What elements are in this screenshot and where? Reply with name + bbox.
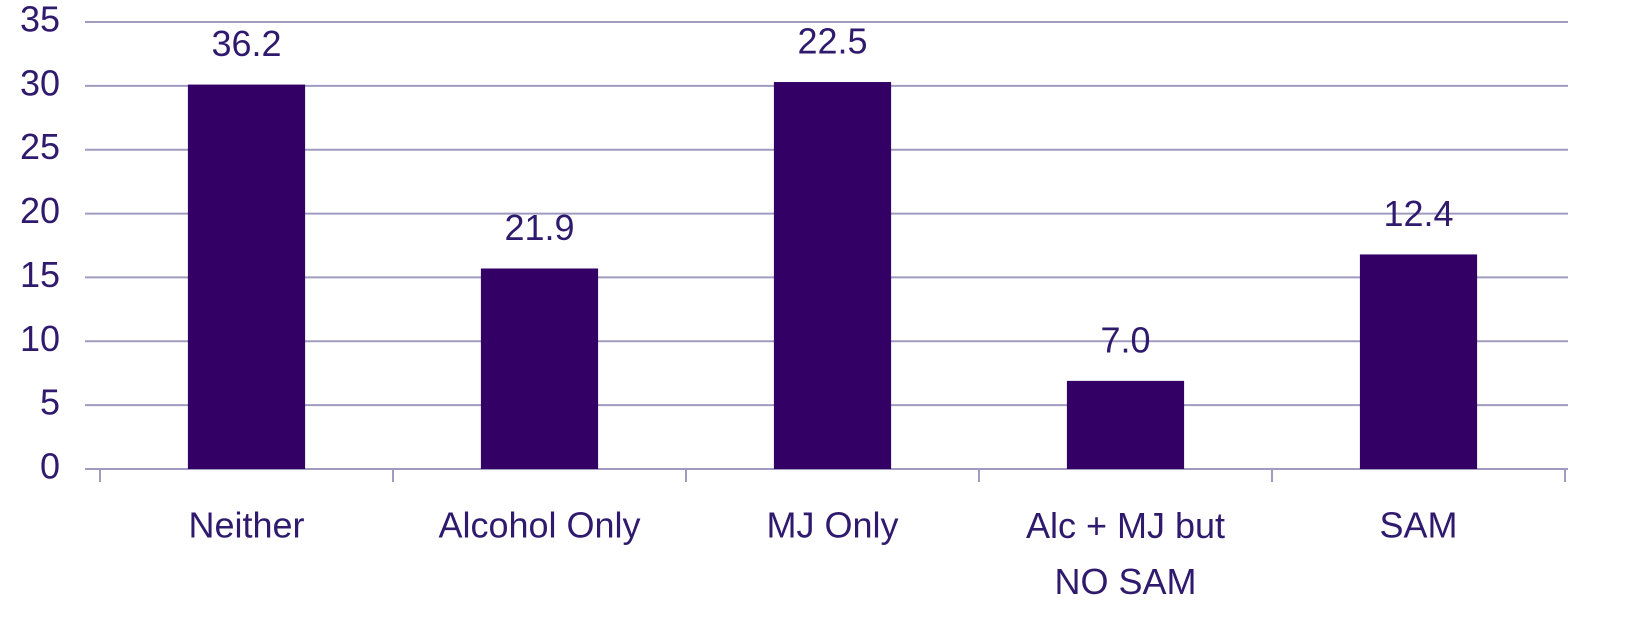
- bar: [1359, 254, 1478, 469]
- data-label: 22.5: [797, 21, 867, 62]
- data-label: 36.2: [211, 23, 281, 64]
- y-tick-label: 10: [20, 318, 60, 359]
- y-tick-label: 30: [20, 62, 60, 103]
- data-label: 21.9: [504, 207, 574, 248]
- y-tick-label: 15: [20, 254, 60, 295]
- category-label: Alc + MJ but NO SAM: [1026, 505, 1225, 602]
- bar: [480, 268, 599, 469]
- bar: [187, 84, 306, 469]
- y-tick-label: 0: [40, 446, 60, 487]
- bar: [773, 82, 892, 470]
- data-label: 12.4: [1383, 193, 1453, 234]
- y-tick-label: 5: [40, 382, 60, 423]
- category-label: Alcohol Only: [438, 505, 640, 546]
- category-label: SAM: [1379, 505, 1457, 546]
- category-label: Neither: [188, 505, 304, 546]
- data-label: 7.0: [1100, 319, 1150, 360]
- y-tick-label: 20: [20, 190, 60, 231]
- bar: [1066, 380, 1185, 469]
- y-tick-label: 25: [20, 126, 60, 167]
- category-label: MJ Only: [766, 505, 898, 546]
- y-tick-label: 35: [20, 0, 60, 40]
